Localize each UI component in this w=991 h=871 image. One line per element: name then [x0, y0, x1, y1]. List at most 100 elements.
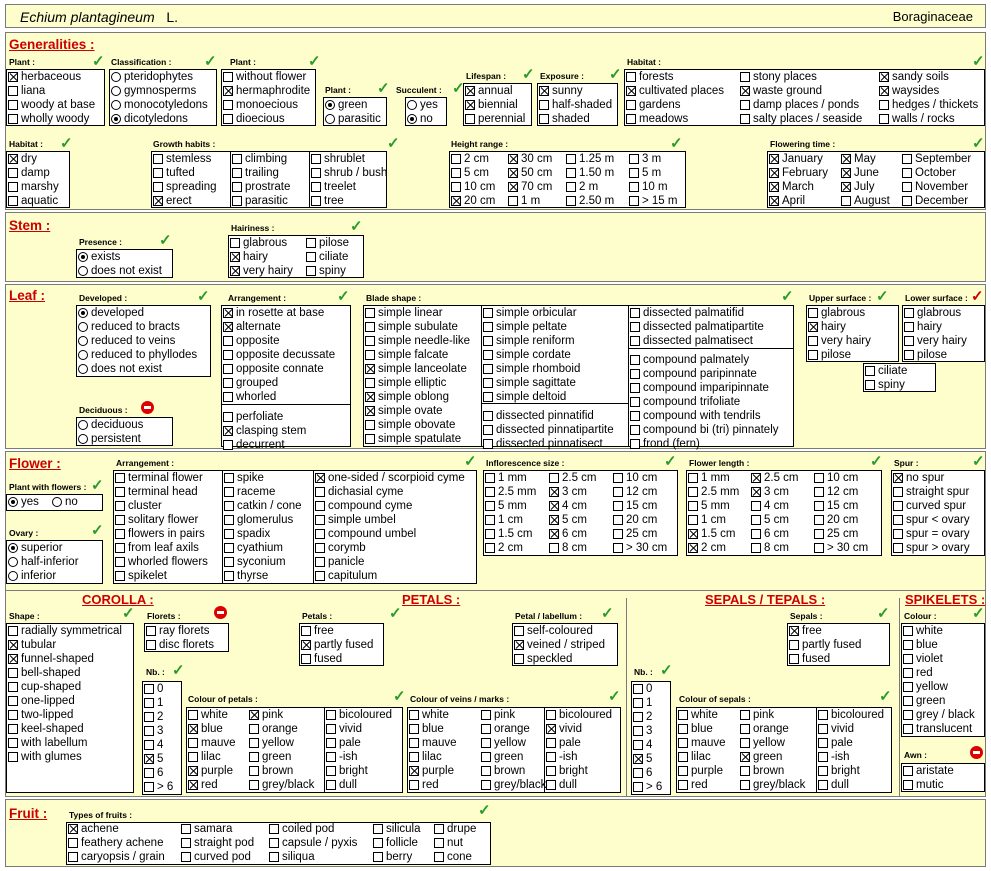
checkbox[interactable] [224, 543, 234, 553]
arrangement-option[interactable]: opposite [222, 334, 279, 348]
infl-option[interactable]: 6 cm [548, 527, 587, 541]
checkbox[interactable] [814, 529, 824, 539]
blade-option[interactable]: compound imparipinnate [629, 381, 769, 395]
flen-option[interactable]: 5 mm [687, 499, 730, 513]
csep-option[interactable]: mauve [677, 736, 726, 750]
checkbox[interactable] [814, 487, 824, 497]
checkbox[interactable] [315, 487, 325, 497]
checkbox[interactable] [230, 252, 240, 262]
checkbox[interactable] [315, 543, 325, 553]
spur-option[interactable]: no spur [892, 471, 944, 485]
radio-button[interactable] [8, 543, 18, 553]
cvein-option[interactable]: white [408, 708, 449, 722]
blade-option[interactable]: compound paripinnate [629, 367, 757, 381]
cpet-option[interactable]: bright [325, 764, 368, 778]
blade-option[interactable]: dissected pinnatisect [482, 437, 603, 451]
cpet-option[interactable]: red [187, 778, 218, 792]
checkbox[interactable] [841, 168, 851, 178]
checkbox[interactable] [893, 529, 903, 539]
csep-option[interactable]: white [677, 708, 718, 722]
checkbox[interactable] [549, 501, 559, 511]
checkbox[interactable] [485, 473, 495, 483]
checkbox[interactable] [751, 543, 761, 553]
checkbox[interactable] [678, 738, 688, 748]
nb2-option[interactable]: 5 [632, 752, 652, 766]
spur-option[interactable]: spur > ovary [892, 541, 970, 555]
pwf-option[interactable]: yes [7, 495, 39, 509]
blade-option[interactable]: compound with tendrils [629, 409, 761, 423]
checkbox[interactable] [373, 852, 383, 862]
checkbox[interactable] [311, 154, 321, 164]
height-option[interactable]: 10 m [628, 180, 668, 194]
checkbox[interactable] [223, 72, 233, 82]
checkbox[interactable] [181, 838, 191, 848]
blade-option[interactable]: compound palmately [629, 353, 749, 367]
checkbox[interactable] [223, 114, 233, 124]
checkbox[interactable] [232, 154, 242, 164]
flen-option[interactable]: 1.5 cm [687, 527, 736, 541]
checkbox[interactable] [903, 640, 913, 650]
checkbox[interactable] [365, 364, 375, 374]
checkbox[interactable] [483, 392, 493, 402]
arrangement-option[interactable]: perfoliate [222, 410, 283, 424]
fruits-option[interactable]: siliqua [268, 850, 315, 864]
radio-button[interactable] [111, 114, 121, 124]
spcol-option[interactable]: violet [902, 652, 943, 666]
checkbox[interactable] [902, 196, 912, 206]
presence-option[interactable]: exists [77, 250, 120, 264]
checkbox[interactable] [629, 196, 639, 206]
checkbox[interactable] [630, 322, 640, 332]
checkbox[interactable] [865, 366, 875, 376]
checkbox[interactable] [409, 738, 419, 748]
infl-option[interactable]: 1.5 cm [484, 527, 533, 541]
checkbox[interactable] [626, 86, 636, 96]
checkbox[interactable] [808, 350, 818, 360]
checkbox[interactable] [68, 838, 78, 848]
checkbox[interactable] [326, 724, 336, 734]
radio-button[interactable] [407, 114, 417, 124]
checkbox[interactable] [903, 780, 913, 790]
checkbox[interactable] [893, 515, 903, 525]
flen-option[interactable]: 20 cm [813, 513, 858, 527]
cvein-option[interactable]: green [480, 750, 523, 764]
habitat1-option[interactable]: forests [625, 70, 674, 84]
ovary-option[interactable]: inferior [7, 569, 56, 583]
infl-option[interactable]: 12 cm [612, 485, 657, 499]
flowering-option[interactable]: August [840, 194, 890, 208]
checkbox[interactable] [224, 571, 234, 581]
checkbox[interactable] [249, 710, 259, 720]
checkbox[interactable] [485, 543, 495, 553]
nb2-option[interactable]: > 6 [632, 780, 662, 794]
shape-option[interactable]: bell-shaped [7, 666, 80, 680]
fruits-option[interactable]: capsule / pyxis [268, 836, 357, 850]
checkbox[interactable] [633, 754, 643, 764]
cpet-option[interactable]: blue [187, 722, 223, 736]
csep-option[interactable]: orange [739, 722, 789, 736]
blade-option[interactable]: simple elliptic [364, 376, 446, 390]
checkbox[interactable] [115, 515, 125, 525]
checkbox[interactable] [481, 780, 491, 790]
growth-option[interactable]: stemless [152, 152, 211, 166]
checkbox[interactable] [223, 322, 233, 332]
checkbox[interactable] [115, 557, 125, 567]
plant3-option[interactable]: parasitic [324, 112, 381, 126]
checkbox[interactable] [8, 738, 18, 748]
shape-option[interactable]: tubular [7, 638, 56, 652]
checkbox[interactable] [566, 168, 576, 178]
checkbox[interactable] [633, 768, 643, 778]
habitat1-option[interactable]: gardens [625, 98, 681, 112]
flowering-option[interactable]: February [768, 166, 828, 180]
checkbox[interactable] [365, 434, 375, 444]
cvein-option[interactable]: orange [480, 722, 530, 736]
csep-option[interactable]: brown [739, 764, 784, 778]
checkbox[interactable] [224, 557, 234, 567]
checkbox[interactable] [451, 154, 461, 164]
flowering-option[interactable]: November [901, 180, 968, 194]
farr-option[interactable]: catkin / cone [223, 499, 302, 513]
plant1-option[interactable]: woody at base [7, 98, 95, 112]
checkbox[interactable] [481, 710, 491, 720]
flen-option[interactable]: > 30 cm [813, 541, 868, 555]
checkbox[interactable] [613, 529, 623, 539]
classification-option[interactable]: monocotyledons [110, 98, 208, 112]
deciduous-option[interactable]: persistent [77, 432, 141, 446]
